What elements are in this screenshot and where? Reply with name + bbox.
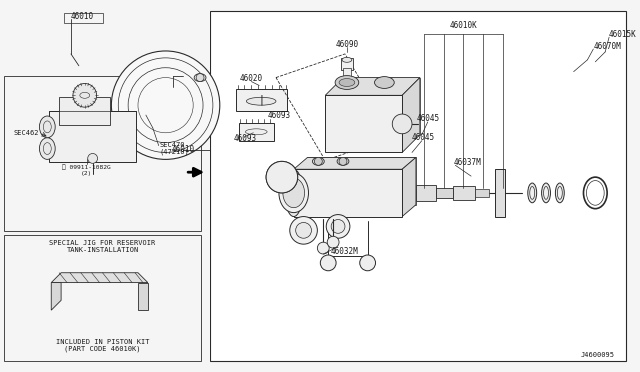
Ellipse shape [40, 116, 55, 138]
Circle shape [331, 219, 345, 233]
Text: 46020: 46020 [239, 74, 262, 83]
Bar [436, 188, 453, 198]
Text: 46045: 46045 [417, 115, 440, 124]
Ellipse shape [245, 129, 267, 135]
Bar [4, 76, 201, 231]
Polygon shape [51, 283, 61, 310]
Text: 46090: 46090 [335, 39, 358, 49]
Ellipse shape [283, 178, 305, 208]
Text: TANK-INSTALLATION: TANK-INSTALLATION [67, 247, 139, 253]
Text: 46010K: 46010K [449, 21, 477, 30]
Text: (2): (2) [81, 171, 92, 176]
Text: SEC462: SEC462 [14, 130, 39, 136]
Ellipse shape [40, 138, 55, 159]
Circle shape [290, 217, 317, 244]
Polygon shape [307, 157, 416, 205]
Circle shape [314, 157, 323, 165]
Circle shape [88, 154, 97, 163]
Text: 46093: 46093 [234, 134, 257, 143]
Circle shape [360, 255, 376, 271]
Polygon shape [51, 273, 148, 283]
Bar [453, 186, 475, 200]
Ellipse shape [541, 183, 550, 203]
Ellipse shape [337, 157, 349, 165]
Text: Ⓝ 09911-1082G: Ⓝ 09911-1082G [62, 164, 111, 170]
Ellipse shape [266, 161, 298, 193]
Ellipse shape [312, 157, 324, 165]
Ellipse shape [528, 183, 537, 203]
Text: INCLUDED IN PISTON KIT: INCLUDED IN PISTON KIT [56, 339, 149, 345]
Circle shape [326, 215, 350, 238]
Bar [239, 123, 274, 141]
Circle shape [317, 242, 329, 254]
Ellipse shape [557, 186, 563, 199]
Text: SEC470: SEC470 [159, 142, 185, 148]
Text: 46010: 46010 [71, 12, 94, 21]
Bar [4, 235, 201, 362]
Polygon shape [138, 283, 148, 310]
Bar [0, 3, 210, 369]
Ellipse shape [335, 76, 359, 89]
Ellipse shape [530, 186, 534, 199]
Circle shape [327, 236, 339, 248]
Text: J4600095: J4600095 [581, 352, 615, 357]
Bar [325, 95, 402, 153]
Text: (47210): (47210) [159, 148, 189, 155]
Ellipse shape [246, 97, 276, 105]
Bar [343, 68, 351, 76]
Ellipse shape [194, 74, 206, 81]
Bar [59, 97, 110, 125]
Ellipse shape [285, 169, 303, 217]
Circle shape [196, 74, 204, 81]
Circle shape [392, 114, 412, 134]
Circle shape [321, 255, 336, 271]
Polygon shape [343, 78, 420, 135]
Polygon shape [402, 157, 416, 217]
Bar [416, 185, 436, 201]
Circle shape [73, 83, 97, 107]
Ellipse shape [279, 173, 308, 213]
Bar [294, 169, 402, 217]
Ellipse shape [374, 77, 394, 89]
Bar [64, 13, 104, 23]
Ellipse shape [339, 78, 355, 86]
Bar [341, 58, 353, 70]
Bar [210, 10, 626, 362]
Text: (PART CODE 46010K): (PART CODE 46010K) [64, 345, 141, 352]
Text: SPECIAL JIG FOR RESERVOIR: SPECIAL JIG FOR RESERVOIR [49, 240, 156, 246]
Text: 46093: 46093 [268, 110, 291, 119]
Circle shape [296, 222, 312, 238]
Text: 46015K: 46015K [609, 30, 637, 39]
Bar [475, 189, 489, 197]
Bar [49, 111, 136, 162]
Text: 46032M: 46032M [330, 247, 358, 256]
Text: 46045: 46045 [412, 133, 435, 142]
Bar [495, 169, 504, 217]
Ellipse shape [556, 183, 564, 203]
Bar [236, 89, 287, 111]
Ellipse shape [266, 161, 298, 193]
Ellipse shape [543, 186, 548, 199]
Polygon shape [294, 157, 416, 169]
Text: 46070M: 46070M [593, 42, 621, 51]
Circle shape [339, 157, 347, 165]
Text: |: | [259, 94, 264, 105]
Text: 46037M: 46037M [453, 158, 481, 167]
Text: 46010: 46010 [172, 145, 195, 154]
Ellipse shape [342, 57, 352, 62]
Circle shape [111, 51, 220, 159]
Polygon shape [402, 78, 420, 153]
Polygon shape [325, 78, 420, 95]
